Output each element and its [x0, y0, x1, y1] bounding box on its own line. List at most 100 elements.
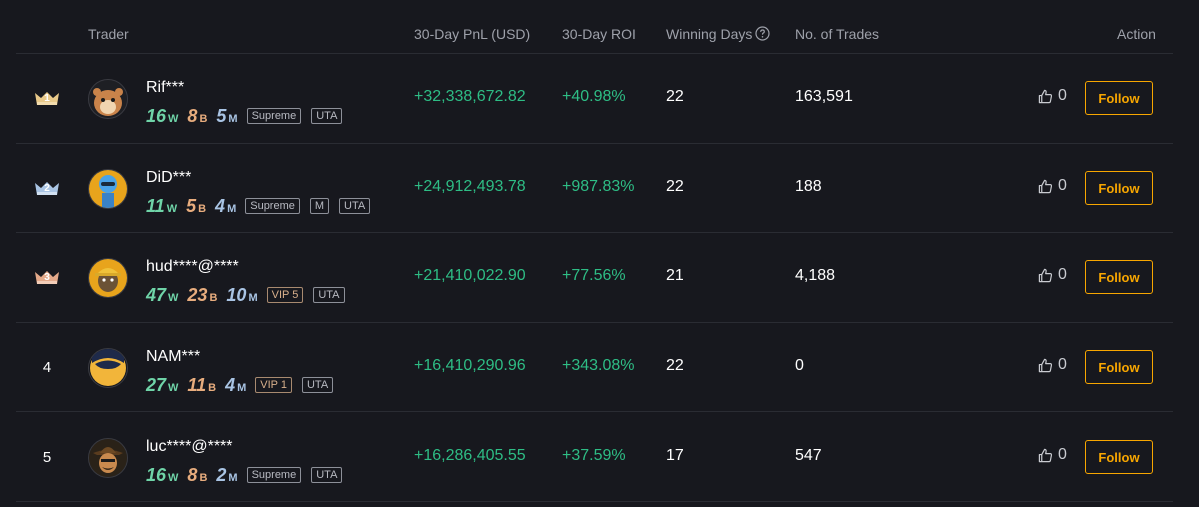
header-winning-days[interactable]: Winning Days: [666, 26, 770, 42]
vip-badge: VIP 1: [255, 377, 292, 393]
winning-days-value: 21: [666, 267, 684, 284]
wins-stat: 11 W: [146, 195, 178, 216]
moon-face-avatar-icon[interactable]: [88, 348, 128, 388]
like-button[interactable]: 0: [1038, 356, 1067, 374]
pnl-value: +32,338,672.82: [414, 88, 526, 105]
rank-cell: 4: [30, 355, 64, 379]
cowboy-avatar-icon[interactable]: [88, 438, 128, 478]
roi-value: +343.08%: [562, 357, 635, 374]
divider: [16, 501, 1173, 502]
table-header: Trader 30-Day PnL (USD) 30-Day ROI Winni…: [0, 0, 1199, 56]
header-trades[interactable]: No. of Trades: [795, 26, 880, 42]
uta-badge: UTA: [313, 287, 345, 303]
roi-value: +40.98%: [562, 88, 626, 105]
thumbs-up-icon: [1038, 179, 1053, 193]
roi-value: +77.56%: [562, 267, 626, 284]
m-stat: 10 M: [226, 284, 258, 305]
wins-stat: 27 W: [146, 374, 179, 395]
header-pnl[interactable]: 30-Day PnL (USD): [414, 26, 531, 42]
trades-value: 4,188: [795, 267, 836, 284]
trades-value: 547: [795, 447, 822, 464]
robot-avatar-icon[interactable]: [88, 169, 128, 209]
rank-cell: 1: [30, 86, 64, 110]
pnl-value: +24,912,493.78: [414, 178, 526, 195]
uta-badge: UTA: [311, 108, 343, 124]
like-count: 0: [1058, 266, 1067, 283]
pnl-value: +16,286,405.55: [414, 447, 526, 464]
b-stat: 11 B: [187, 374, 217, 395]
follow-button[interactable]: Follow: [1085, 260, 1153, 294]
silver-crown-icon: 2: [33, 179, 61, 197]
supreme-badge: Supreme: [246, 467, 302, 483]
uta-badge: UTA: [301, 377, 334, 393]
trader-name[interactable]: Rif***: [146, 79, 185, 96]
pnl-value: +16,410,290.96: [414, 357, 526, 374]
follow-button[interactable]: Follow: [1085, 171, 1153, 205]
trader-name[interactable]: NAM***: [146, 348, 201, 365]
uta-badge: UTA: [339, 198, 371, 214]
supreme-badge: Supreme: [245, 198, 300, 214]
wins-stat: 16 W: [146, 105, 179, 126]
rank-number: 4: [42, 358, 52, 376]
roi-value: +987.83%: [562, 178, 635, 195]
like-button[interactable]: 0: [1038, 177, 1067, 195]
trader-name[interactable]: DiD***: [146, 169, 192, 186]
follow-button[interactable]: Follow: [1085, 350, 1153, 384]
rank-cell: 3: [30, 265, 64, 289]
uta-badge: UTA: [311, 467, 343, 483]
winning-days-value: 17: [666, 447, 684, 464]
follow-button[interactable]: Follow: [1085, 440, 1153, 474]
like-button[interactable]: 0: [1038, 446, 1067, 464]
header-trader[interactable]: Trader: [88, 26, 129, 42]
like-count: 0: [1058, 356, 1067, 373]
winning-days-value: 22: [666, 178, 684, 195]
help-icon[interactable]: [755, 26, 770, 41]
follow-button[interactable]: Follow: [1085, 81, 1153, 115]
divider: [16, 53, 1173, 54]
rank-number: 5: [42, 448, 52, 466]
header-roi[interactable]: 30-Day ROI: [562, 26, 636, 42]
header-action: Action: [1117, 26, 1156, 42]
wins-stat: 16 W: [146, 464, 179, 485]
worker-avatar-icon[interactable]: [88, 258, 128, 298]
like-button[interactable]: 0: [1038, 87, 1067, 105]
like-count: 0: [1058, 87, 1067, 104]
trades-value: 163,591: [795, 88, 853, 105]
divider: [16, 322, 1173, 323]
thumbs-up-icon: [1038, 448, 1053, 462]
wins-stat: 47 W: [146, 284, 179, 305]
hamster-avatar-icon[interactable]: [88, 79, 128, 119]
divider: [16, 143, 1173, 144]
like-button[interactable]: 0: [1038, 266, 1067, 284]
winning-days-value: 22: [666, 357, 684, 374]
roi-value: +37.59%: [562, 447, 626, 464]
table-row[interactable]: 3 hud****@**** 47 W 23 B 10 M VIP 5 UTA +21…: [0, 233, 1199, 322]
rank-cell: 5: [30, 445, 64, 469]
trader-name[interactable]: luc****@****: [146, 438, 233, 455]
divider: [16, 411, 1173, 412]
thumbs-up-icon: [1038, 268, 1053, 282]
pnl-value: +21,410,022.90: [414, 267, 526, 284]
like-count: 0: [1058, 177, 1067, 194]
m-badge: M: [309, 198, 330, 214]
vip-badge: VIP 5: [266, 287, 304, 303]
trader-name[interactable]: hud****@****: [146, 258, 239, 275]
b-stat: 23 B: [187, 284, 218, 305]
trader-stats: 47 W 23 B 10 M VIP 5 UTA: [146, 284, 355, 306]
trades-value: 188: [795, 178, 822, 195]
